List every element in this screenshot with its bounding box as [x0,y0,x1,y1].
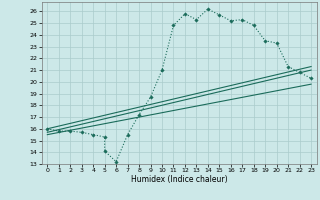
X-axis label: Humidex (Indice chaleur): Humidex (Indice chaleur) [131,175,228,184]
